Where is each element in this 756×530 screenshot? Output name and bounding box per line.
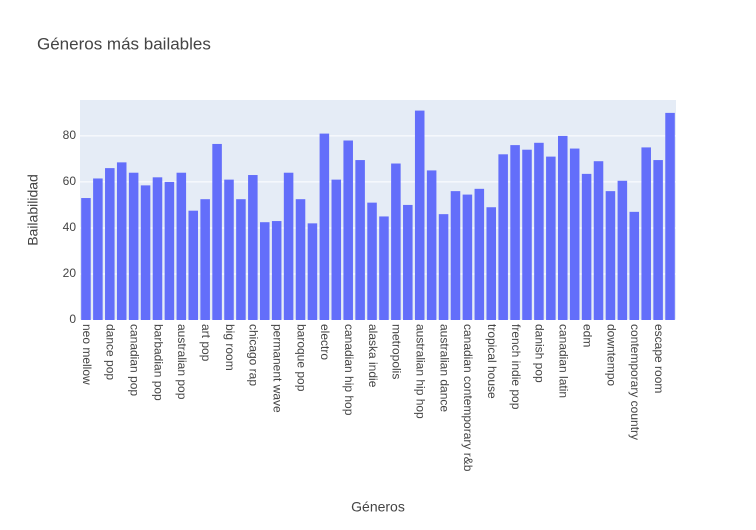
x-tick-label: metropolis: [390, 324, 404, 379]
x-tick-label: neo mellow: [80, 324, 94, 385]
y-tick-label: 60: [63, 174, 77, 188]
bar: [581, 173, 592, 320]
bar: [498, 154, 508, 320]
bar: [438, 214, 449, 320]
x-tick-label: chicago rap: [247, 324, 261, 386]
x-tick-label: downtempo: [604, 324, 618, 386]
bar: [474, 188, 485, 320]
bar: [140, 185, 151, 320]
x-tick-label: canadian hip hop: [342, 324, 356, 416]
bar: [236, 199, 246, 320]
bar: [367, 202, 377, 320]
bar: [486, 207, 497, 320]
x-tick-label: australian dance: [437, 324, 451, 412]
bar: [176, 172, 187, 320]
x-tick-label: contemporary country: [628, 324, 642, 440]
bar: [319, 133, 330, 320]
bar: [259, 222, 270, 320]
x-tick-label: edm: [580, 324, 594, 347]
x-tick-label: french indie pop: [509, 324, 523, 410]
x-tick-label: canadian contemporary r&b: [461, 324, 475, 472]
bar: [224, 179, 234, 320]
y-tick-label: 0: [69, 312, 76, 326]
x-tick-label: alaska indie: [366, 324, 380, 388]
bar: [510, 145, 520, 320]
bar: [546, 156, 556, 320]
x-tick-label: danish pop: [533, 324, 547, 383]
bar: [152, 177, 163, 320]
bar: [629, 211, 640, 320]
bar: [105, 168, 115, 320]
x-tick-label: canadian latin: [557, 324, 571, 398]
bar: [116, 162, 127, 320]
bar: [391, 163, 401, 320]
x-tick-label: electro: [318, 324, 332, 360]
bar: [450, 191, 461, 320]
bar: [81, 198, 91, 320]
x-tick-label: art pop: [199, 324, 213, 362]
bar: [569, 148, 580, 320]
y-tick-label: 80: [63, 128, 77, 142]
bar: [212, 143, 222, 320]
y-tick-label: 20: [63, 266, 77, 280]
bar: [593, 161, 604, 320]
bar: [307, 223, 318, 320]
bar: [283, 172, 294, 320]
x-tick-label: big room: [223, 324, 237, 371]
bar: [355, 160, 365, 320]
bar: [641, 147, 651, 320]
bar: [653, 160, 663, 320]
bar: [379, 216, 389, 320]
bar: [557, 135, 568, 320]
bar: [271, 221, 282, 320]
x-tick-label: barbadian pop: [151, 324, 165, 401]
x-tick-label: escape room: [652, 324, 666, 393]
x-tick-label: baroque pop: [294, 324, 308, 392]
x-tick-label: dance pop: [104, 324, 118, 380]
y-tick-label: 40: [63, 220, 77, 234]
bar: [534, 142, 544, 320]
bar: [248, 175, 258, 320]
x-tick-label: permanent wave: [271, 324, 285, 413]
bar: [295, 199, 306, 320]
bar: [164, 181, 175, 320]
x-tick-label: australian pop: [175, 324, 189, 400]
bar: [522, 149, 532, 320]
x-tick-label: australian hip hop: [414, 324, 428, 419]
bar: [462, 194, 473, 320]
bar: [414, 110, 425, 320]
bar: [188, 210, 199, 320]
bar: [343, 140, 353, 320]
bar: [403, 204, 413, 320]
bar: [617, 180, 628, 320]
chart-title: Géneros más bailables: [37, 34, 211, 53]
bar: [665, 112, 675, 321]
bar: [426, 170, 437, 320]
bar: [605, 191, 616, 320]
y-axis-label: Bailabilidad: [25, 174, 41, 246]
bar: [93, 178, 103, 320]
bar: [128, 172, 139, 320]
x-tick-label: tropical house: [485, 324, 499, 399]
x-tick-label: canadian pop: [127, 324, 141, 396]
bar: [331, 179, 342, 320]
bar: [200, 199, 210, 320]
x-axis-label: Géneros: [351, 499, 405, 515]
